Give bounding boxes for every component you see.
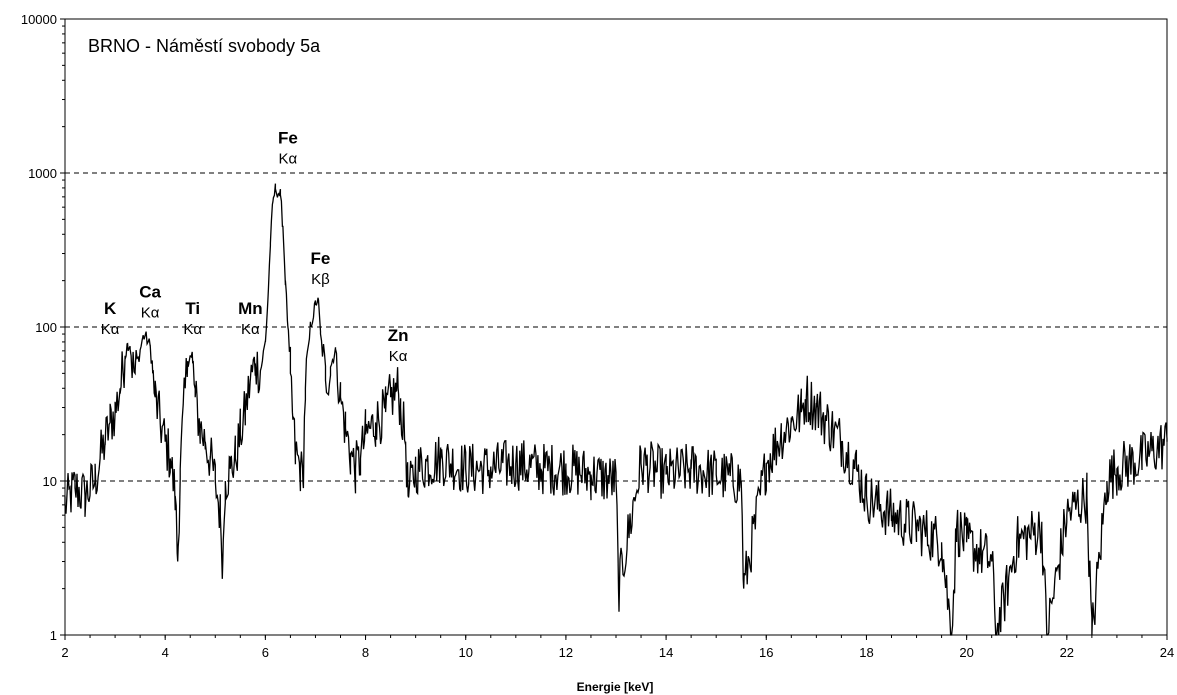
peak-label-element: Ca: [139, 283, 161, 302]
x-tick-label: 20: [959, 645, 973, 660]
x-tick-label: 18: [859, 645, 873, 660]
peak-label-element: K: [104, 299, 117, 318]
y-tick-labels: 1 10 100 1000 10000: [21, 12, 65, 643]
spectrum-line: [64, 183, 1168, 636]
x-tick-label: 8: [362, 645, 369, 660]
x-tick-label: 2: [61, 645, 68, 660]
x-tick-label: 10: [458, 645, 472, 660]
x-tick-label: 22: [1060, 645, 1074, 660]
y-tick-label: 100: [35, 320, 57, 335]
x-axis-title: Energie [keV]: [577, 680, 654, 694]
peak-label-element: Ti: [185, 299, 200, 318]
peak-annotations: K Kα Ca Kα Ti Kα Mn Kα Fe Kα Fe Kβ Zn Kα: [101, 129, 409, 366]
plot-area-border: [64, 18, 1168, 636]
y-tick-label: 10: [43, 474, 57, 489]
peak-label-line: Kα: [141, 305, 160, 322]
x-tick-label: 16: [759, 645, 773, 660]
x-tick-label: 4: [162, 645, 169, 660]
peak-label-line: Kα: [389, 348, 408, 365]
peak-label-line: Kα: [183, 321, 202, 338]
chart-title: BRNO - Náměstí svobody 5a: [88, 36, 321, 56]
peak-label-element: Fe: [311, 249, 331, 268]
gridlines: [65, 172, 1167, 482]
peak-label-element: Fe: [278, 129, 298, 148]
peak-label-line: Kα: [101, 321, 120, 338]
x-tick-label: 14: [659, 645, 673, 660]
spectrum-series: [64, 183, 1168, 636]
x-tick-label: 6: [262, 645, 269, 660]
y-tick-label: 1000: [28, 166, 57, 181]
peak-label-line: Kα: [279, 151, 298, 168]
peak-label-element: Mn: [238, 299, 263, 318]
plot-frame: [64, 18, 1168, 636]
x-tick-labels: 2 4 6 8 10 12 14 16 18 20 22 24: [61, 635, 1174, 660]
peak-label-element: Zn: [388, 326, 409, 345]
peak-label-line: Kα: [241, 321, 260, 338]
y-tick-label: 1: [50, 628, 57, 643]
x-tick-label: 12: [559, 645, 573, 660]
peak-label-line: Kβ: [311, 271, 330, 288]
x-tick-label: 24: [1160, 645, 1174, 660]
y-tick-label: 10000: [21, 12, 57, 27]
